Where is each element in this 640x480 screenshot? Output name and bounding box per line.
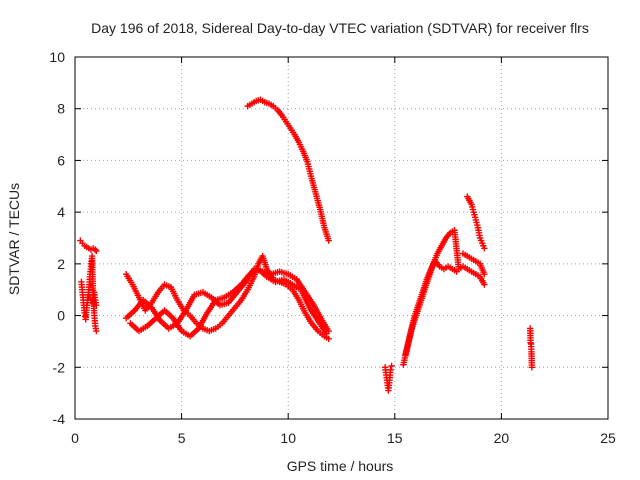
data-point [93,302,100,309]
data-point [453,268,460,275]
x-tick-label: 0 [71,430,79,446]
series-arc-late-d [464,193,488,252]
series-arc-mid-c [127,265,330,340]
y-axis-label: SDTVAR / TECUs [6,183,22,295]
axes: 0 5 10 15 20 25 -4 -2 0 2 4 6 8 10 [49,49,616,446]
series-arc-high [244,96,332,244]
data-point [93,247,100,255]
x-tick-label: 5 [178,430,186,446]
y-tick-label: -4 [53,411,66,427]
y-tick-label: -2 [53,359,66,375]
data-points [77,96,536,394]
grid [75,57,608,419]
x-axis-label: GPS time / hours [287,458,394,474]
series-arc-early-c [83,289,100,309]
y-tick-label: 10 [49,49,65,65]
series-arc-late-c [402,258,460,358]
series-arc-mid-a [122,252,332,343]
y-tick-label: 0 [57,308,65,324]
data-point [323,330,330,337]
series-arc-early-a [77,237,100,255]
series-arc-tail [526,325,536,371]
data-point [481,245,488,252]
plot-frame [74,56,609,420]
y-tick-label: 6 [57,152,65,168]
data-point [388,362,395,370]
y-tick-label: 8 [57,101,65,117]
x-tick-label: 10 [280,430,296,446]
series-arc-late-b [400,227,488,368]
x-tick-label: 25 [600,430,616,446]
x-tick-label: 15 [387,430,403,446]
data-point [481,271,488,278]
y-tick-label: 2 [57,256,65,272]
data-point [325,237,332,244]
data-point [481,281,488,288]
data-point [387,366,394,374]
data-point [528,364,536,371]
data-point [325,335,332,343]
x-tick-label: 20 [494,430,510,446]
data-point [92,246,99,253]
series-arc-late-a [382,362,395,394]
y-tick-label: 4 [57,204,65,220]
series-arc-late-e [459,250,488,278]
data-point [93,327,100,335]
chart-title: Day 196 of 2018, Sidereal Day-to-day VTE… [91,20,589,36]
